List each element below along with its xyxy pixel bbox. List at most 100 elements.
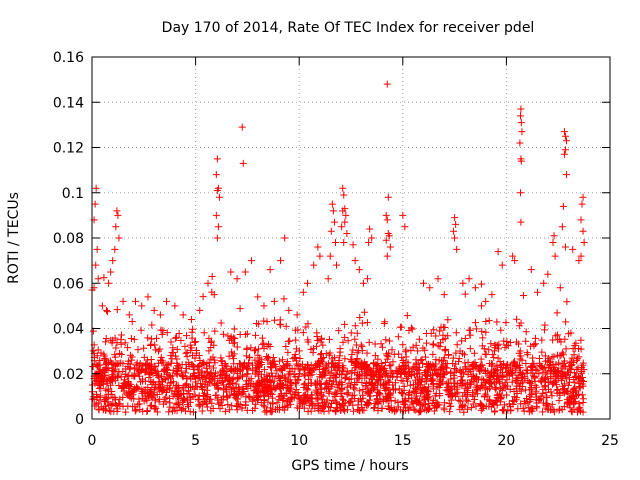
data-point-background: [336, 378, 344, 386]
data-point-background: [235, 360, 243, 368]
data-point-background: [179, 397, 187, 405]
data-point-background: [531, 374, 539, 382]
data-point-background: [314, 336, 322, 344]
data-point: [561, 243, 569, 251]
data-point-background: [245, 392, 253, 400]
data-point-background: [171, 334, 179, 342]
data-point-background: [266, 372, 274, 380]
data-point-background: [503, 391, 511, 399]
data-point-background: [225, 352, 233, 360]
data-point-background: [358, 404, 366, 412]
data-point-background: [158, 331, 166, 339]
data-point-background: [158, 388, 166, 396]
data-point-background: [437, 364, 445, 372]
data-point-background: [182, 332, 190, 340]
data-point-background: [125, 388, 133, 396]
data-point-background: [478, 366, 486, 374]
data-point-background: [510, 360, 518, 368]
data-point-background: [296, 400, 304, 408]
data-point-background: [191, 338, 199, 346]
data-point-background: [203, 403, 211, 411]
data-point-background: [303, 385, 311, 393]
data-point: [111, 245, 119, 253]
y-tick-label: 0.02: [53, 367, 84, 383]
data-point-background: [105, 401, 113, 409]
data-point-background: [168, 407, 176, 415]
data-point-background: [470, 349, 478, 357]
data-point-background: [407, 371, 415, 379]
data-point-background: [183, 374, 191, 382]
data-point-background: [236, 305, 244, 313]
data-point-background: [370, 403, 378, 411]
data-point-background: [391, 379, 399, 387]
data-point: [107, 268, 115, 276]
data-point-background: [397, 377, 405, 385]
data-point-background: [350, 407, 358, 415]
data-point-background: [429, 350, 437, 358]
data-point: [171, 302, 179, 310]
data-point-background: [402, 346, 410, 354]
data-point-background: [174, 399, 182, 407]
data-point-background: [247, 375, 255, 383]
data-point: [293, 311, 301, 319]
data-point: [91, 200, 99, 208]
data-point-background: [550, 353, 558, 361]
data-point-background: [287, 395, 295, 403]
data-point-background: [539, 390, 547, 398]
data-point-background: [518, 373, 526, 381]
data-point: [94, 275, 102, 283]
data-point: [385, 232, 393, 240]
data-point-background: [200, 389, 208, 397]
data-point: [517, 105, 525, 113]
data-point-background: [89, 362, 97, 370]
data-point-background: [430, 326, 438, 334]
data-point-background: [309, 401, 317, 409]
data-point-background: [427, 376, 435, 384]
data-point-background: [575, 383, 583, 391]
data-point-background: [351, 368, 359, 376]
data-point-background: [159, 400, 167, 408]
data-point-background: [191, 391, 199, 399]
data-point-background: [490, 353, 498, 361]
data-point-background: [172, 383, 180, 391]
data-point-background: [99, 380, 107, 388]
data-point-background: [406, 381, 414, 389]
data-point-background: [162, 393, 170, 401]
data-point-background: [260, 317, 268, 325]
data-point-background: [423, 339, 431, 347]
data-point-background: [502, 319, 510, 327]
data-point-background: [226, 406, 234, 414]
data-point-background: [163, 329, 171, 337]
data-point-background: [541, 321, 549, 329]
data-point-background: [111, 351, 119, 359]
data-point-background: [253, 380, 261, 388]
data-point-background: [228, 366, 236, 374]
data-point-background: [100, 352, 108, 360]
data-point-background: [202, 364, 210, 372]
data-point-background: [446, 402, 454, 410]
data-point-background: [263, 352, 271, 360]
data-point-background: [541, 383, 549, 391]
data-point-background: [571, 379, 579, 387]
data-point-background: [102, 334, 110, 342]
data-point-background: [509, 397, 517, 405]
data-point-background: [440, 323, 448, 331]
data-point: [92, 184, 100, 192]
data-point-background: [255, 354, 263, 362]
data-point-background: [211, 381, 219, 389]
data-point-background: [364, 399, 372, 407]
data-point-background: [296, 404, 304, 412]
data-point-background: [152, 346, 160, 354]
data-point: [471, 284, 479, 292]
data-point-background: [412, 356, 420, 364]
data-point-background: [207, 355, 215, 363]
data-point-background: [240, 359, 248, 367]
data-point-background: [108, 359, 116, 367]
data-point-background: [338, 390, 346, 398]
data-point-background: [543, 393, 551, 401]
data-point: [93, 245, 101, 253]
data-point-background: [329, 378, 337, 386]
data-point-background: [504, 342, 512, 350]
data-point: [331, 239, 339, 247]
data-point-background: [464, 397, 472, 405]
